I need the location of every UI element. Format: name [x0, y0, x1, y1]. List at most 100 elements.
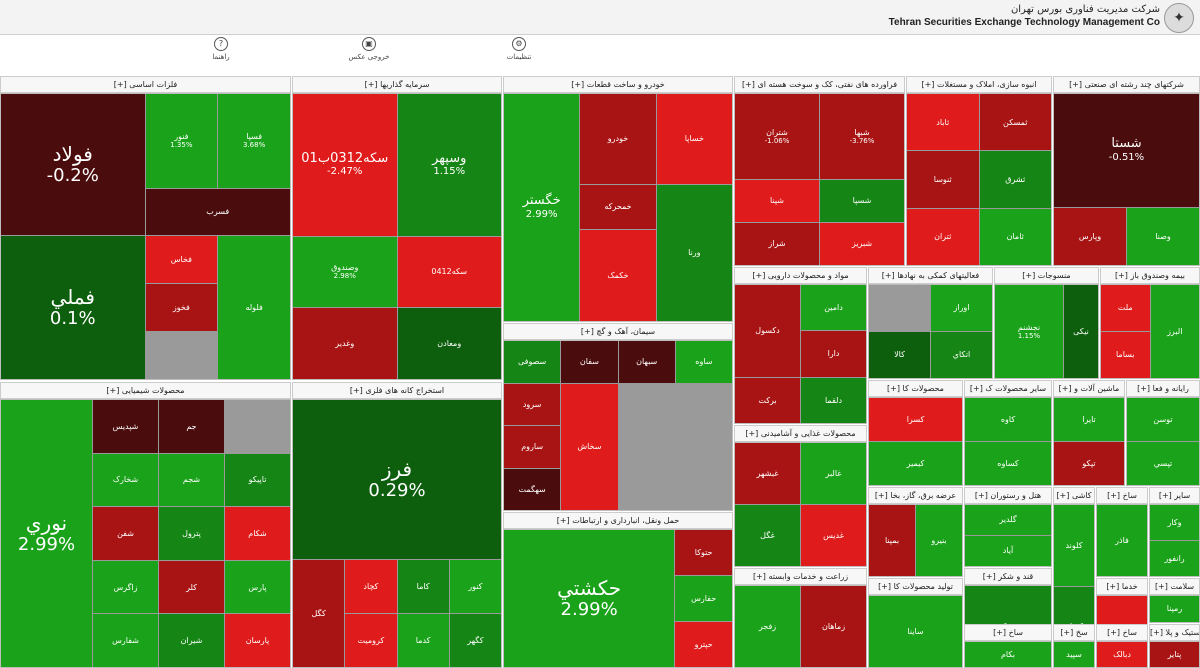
stock-tile[interactable]: اتکاي	[931, 332, 992, 378]
stock-tile[interactable]: سکه0312ب01 -2.47%	[293, 94, 397, 236]
stock-tile[interactable]: فولاد -0.2%	[1, 94, 145, 236]
sector-header[interactable]: [+] محصولات غذایی و آشامیدنی	[734, 425, 867, 442]
stock-tile[interactable]: تپکو	[1054, 442, 1124, 485]
stock-tile[interactable]: دارا	[801, 331, 866, 377]
stock-tile[interactable]: وغدیر	[293, 308, 397, 379]
stock-tile[interactable]: کدما	[397, 614, 449, 667]
stock-tile[interactable]: جم	[159, 400, 224, 453]
stock-tile[interactable]: توسن	[1127, 398, 1199, 441]
sector-header[interactable]: [+] سیمان، آهک و گچ	[503, 323, 733, 340]
sector-header[interactable]: [+] مواد و محصولات دارویی	[734, 267, 867, 284]
stock-tile[interactable]: غدیس	[801, 505, 866, 566]
stock-tile[interactable]: سهگمت	[504, 468, 561, 510]
stock-tile[interactable]: بساما	[1101, 332, 1150, 378]
stock-tile[interactable]: دامین	[801, 285, 866, 331]
stock-tile[interactable]: فخوز	[145, 284, 218, 332]
stock-tile[interactable]: اوراز	[931, 285, 992, 331]
stock-tile[interactable]: سپید	[1054, 642, 1094, 667]
stock-tile[interactable]: رانفور	[1150, 541, 1199, 576]
stock-tile[interactable]: فرز 0.29%	[293, 400, 501, 559]
stock-tile[interactable]: سفان	[561, 341, 618, 383]
sector-header[interactable]: [+] فراورده های نفتی، کک و سوخت هسته ای	[734, 76, 905, 93]
sector-header[interactable]: [+] خدما	[1096, 578, 1148, 595]
sector-header[interactable]: [+] هتل و رستوران	[964, 487, 1052, 504]
stock-tile[interactable]: شتران -1.06%	[735, 94, 819, 179]
stock-tile[interactable]: وصنا	[1127, 208, 1199, 265]
help-button[interactable]: ? راهنما	[191, 37, 251, 61]
stock-tile[interactable]: نیکی	[1064, 285, 1098, 378]
sector-header[interactable]: [+] محصولات کا	[868, 380, 963, 397]
stock-tile[interactable]: حفارس	[675, 576, 732, 621]
stock-tile[interactable]: کچاد	[345, 560, 397, 613]
stock-tile[interactable]: غگل	[735, 505, 800, 566]
stock-tile[interactable]: پترول	[159, 507, 224, 560]
stock-tile[interactable]: سرود	[504, 383, 561, 425]
stock-tile[interactable]: کسرا	[869, 398, 962, 441]
stock-tile[interactable]: کیمیر	[869, 442, 962, 485]
stock-tile[interactable]: دلقما	[801, 377, 866, 423]
stock-tile[interactable]: فخاس	[145, 236, 218, 284]
stock-tile[interactable]: کگهر	[449, 614, 501, 667]
sector-header[interactable]: [+] لاستیک و پلا	[1149, 624, 1200, 641]
stock-tile[interactable]: شبریز	[820, 222, 904, 265]
stock-tile[interactable]: کاوه	[965, 398, 1051, 441]
stock-tile[interactable]: ثمسکن	[979, 94, 1051, 151]
stock-tile[interactable]: شپنا	[735, 179, 819, 222]
stock-tile[interactable]: البرز	[1150, 285, 1199, 378]
stock-tile[interactable]: زفجر	[735, 586, 800, 667]
stock-tile[interactable]: سبهان	[618, 341, 675, 383]
stock-tile[interactable]: سخاش	[561, 383, 618, 510]
stock-tile[interactable]: بمپنا	[869, 505, 915, 576]
stock-tile[interactable]: ورنا	[656, 184, 732, 321]
stock-tile[interactable]: ملت	[1101, 285, 1150, 331]
stock-tile[interactable]: شراز	[735, 222, 819, 265]
stock-tile[interactable]: فلوله	[218, 236, 290, 379]
sector-header[interactable]: [+] ساخ	[1096, 624, 1148, 641]
stock-tile[interactable]: خمحرکه	[580, 184, 656, 230]
sector-header[interactable]: [+] بیمه وصندوق باز	[1100, 267, 1200, 284]
stock-tile[interactable]: خکمک	[580, 230, 656, 321]
stock-tile[interactable]: ثامان	[979, 208, 1051, 265]
stock-tile[interactable]: تاپیکو	[225, 453, 290, 507]
stock-tile[interactable]: ثشرق	[979, 151, 1051, 208]
stock-tile[interactable]: شکام	[225, 507, 290, 560]
sector-header[interactable]: [+] رایانه و فعا	[1126, 380, 1200, 397]
stock-tile[interactable]: پارس	[225, 560, 290, 614]
stock-tile[interactable]: شفارس	[93, 614, 158, 667]
stock-tile[interactable]: فملي 0.1%	[1, 236, 145, 379]
stock-tile[interactable]: فاذر	[1097, 505, 1147, 576]
stock-tile[interactable]: برکت	[735, 377, 800, 423]
sector-header[interactable]: [+] زراعت و خدمات وابسته	[734, 568, 867, 585]
sector-header[interactable]: [+] ماشین آلات و	[1053, 380, 1125, 397]
stock-tile[interactable]: آیاد	[965, 536, 1051, 566]
stock-tile[interactable]: خگستر 2.99%	[504, 94, 580, 321]
stock-tile[interactable]: شفن	[93, 507, 158, 560]
stock-tile[interactable]: غبشهر	[735, 443, 800, 504]
stock-tile[interactable]: پتایر	[1150, 642, 1199, 667]
sector-header[interactable]: [+] استخراج کانه های فلزی	[292, 382, 502, 399]
stock-tile[interactable]: شپديس	[93, 400, 158, 453]
stock-tile[interactable]: خساپا	[656, 94, 732, 184]
sector-header[interactable]: [+] سلامت	[1149, 578, 1200, 595]
stock-tile[interactable]: ثنوسا	[907, 151, 979, 208]
stock-tile[interactable]: دکسول	[735, 285, 800, 377]
stock-tile[interactable]: ثتران	[907, 208, 979, 265]
sector-header[interactable]: [+] قند و شکر	[964, 568, 1052, 585]
sector-header[interactable]: [+] منسوجات	[994, 267, 1099, 284]
stock-tile[interactable]: کلوند	[1054, 505, 1094, 586]
stock-tile[interactable]: بكام	[965, 642, 1051, 667]
stock-tile[interactable]: وپارس	[1054, 208, 1126, 265]
sector-header[interactable]: [+] سایر	[1149, 487, 1200, 504]
stock-tile[interactable]: خودرو	[580, 94, 656, 184]
export-image-button[interactable]: ▣ خروجی عکس	[339, 37, 399, 61]
stock-tile[interactable]: بنیرو	[916, 505, 962, 576]
stock-tile[interactable]: دبالک	[1097, 642, 1147, 667]
stock-tile[interactable]: تپسي	[1127, 442, 1199, 485]
sector-header[interactable]: [+] ساخ	[1096, 487, 1148, 504]
stock-tile[interactable]: شخارک	[93, 453, 158, 507]
stock-tile[interactable]: کگل	[293, 560, 345, 667]
stock-tile[interactable]: حتوکا	[675, 530, 732, 575]
stock-tile[interactable]: ساینا	[869, 596, 962, 667]
stock-tile[interactable]: ساوه	[675, 341, 732, 383]
stock-tile[interactable]: فنور 1.35%	[145, 94, 218, 188]
